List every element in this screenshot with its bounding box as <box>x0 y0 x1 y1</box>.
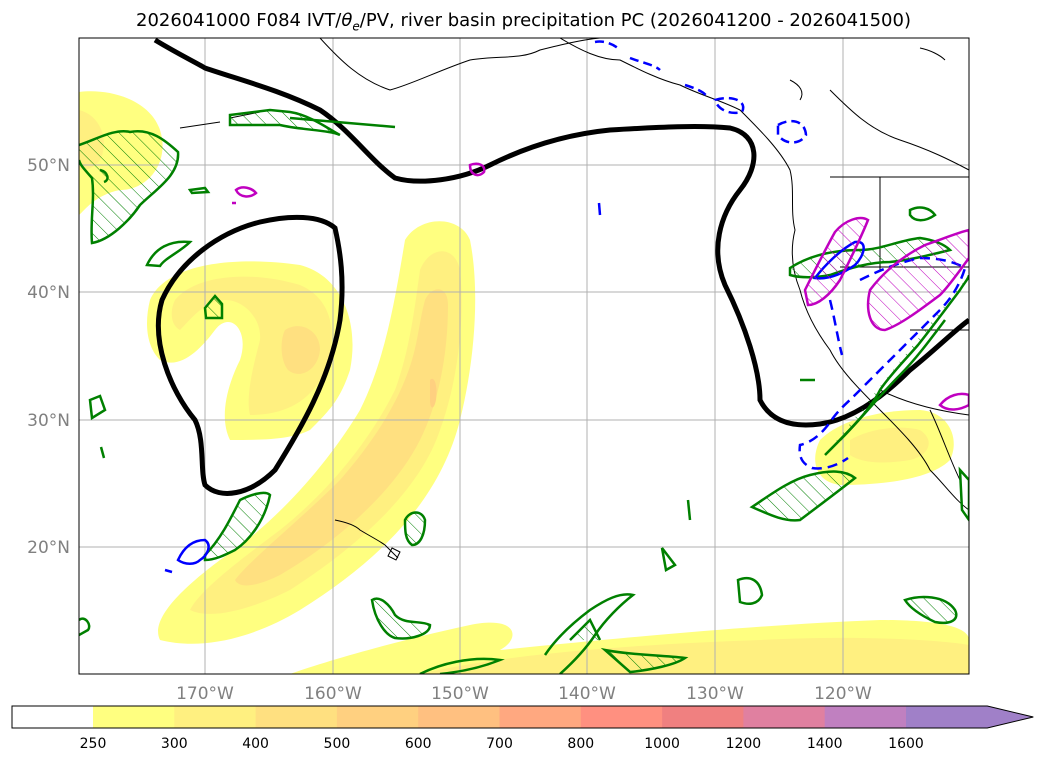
lon-label: 120°W <box>814 684 872 704</box>
colorbar-segment <box>174 706 257 728</box>
graticule <box>79 38 969 674</box>
lon-label: 130°W <box>686 684 744 704</box>
colorbar-outline <box>11 705 1034 729</box>
colorbar-segment <box>499 706 582 728</box>
lon-axis: 170°W 160°W 150°W 140°W 130°W 120°W <box>176 684 872 704</box>
colorbar-label: 1000 <box>644 736 680 752</box>
colorbar-segment <box>255 706 338 728</box>
map-title: 2026041000 F084 IVT/θe/PV, river basin p… <box>136 10 911 34</box>
colorbar-segment <box>418 706 500 728</box>
colorbar-label: 300 <box>161 736 188 752</box>
map-frame <box>78 37 970 675</box>
lon-label: 160°W <box>304 684 362 704</box>
map-area <box>79 38 969 674</box>
colorbar-label: 700 <box>486 736 513 752</box>
lat-label: 30°N <box>27 411 70 431</box>
colorbar-segment <box>906 706 1034 728</box>
colorbar-segment <box>93 706 175 728</box>
theta-e-contours <box>79 108 969 674</box>
colorbar-segment-under <box>12 706 93 728</box>
colorbar-label: 800 <box>567 736 594 752</box>
lat-label: 50°N <box>27 156 70 176</box>
colorbar-label: 1200 <box>726 736 762 752</box>
colorbar: 250 300 400 500 600 700 800 1000 1200 1400 1600 <box>11 705 1034 752</box>
colorbar-label: 500 <box>324 736 351 752</box>
lat-label: 40°N <box>27 283 70 303</box>
pv-contour <box>153 38 969 496</box>
colorbar-label: 1600 <box>888 736 924 752</box>
colorbar-label: 400 <box>242 736 269 752</box>
colorbar-label: 250 <box>80 736 107 752</box>
colorbar-segment <box>824 706 907 728</box>
colorbar-segment <box>336 706 419 728</box>
lat-axis: 50°N 40°N 30°N 20°N <box>27 156 70 558</box>
lon-label: 150°W <box>431 684 489 704</box>
colorbar-segment <box>662 706 744 728</box>
precip-pc-negative <box>232 162 969 411</box>
lon-label: 140°W <box>558 684 616 704</box>
colorbar-label: 1400 <box>807 736 843 752</box>
lat-label: 20°N <box>27 538 70 558</box>
colorbar-label: 600 <box>405 736 432 752</box>
colorbar-segment <box>743 706 826 728</box>
lon-label: 170°W <box>176 684 234 704</box>
colorbar-segment <box>580 706 663 728</box>
